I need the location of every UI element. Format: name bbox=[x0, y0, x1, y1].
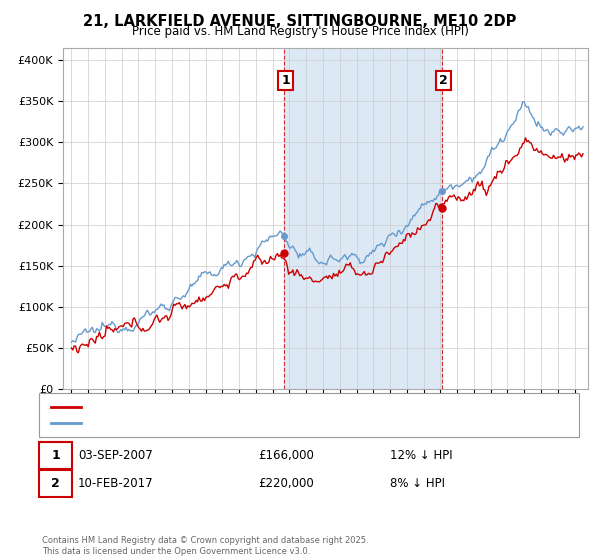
Text: Contains HM Land Registry data © Crown copyright and database right 2025.
This d: Contains HM Land Registry data © Crown c… bbox=[42, 536, 368, 556]
Text: 03-SEP-2007: 03-SEP-2007 bbox=[78, 449, 153, 463]
Text: 1: 1 bbox=[281, 74, 290, 87]
Text: 10-FEB-2017: 10-FEB-2017 bbox=[78, 477, 154, 491]
Text: £166,000: £166,000 bbox=[258, 449, 314, 463]
Text: HPI: Average price, semi-detached house, Swale: HPI: Average price, semi-detached house,… bbox=[87, 418, 340, 428]
Text: 1: 1 bbox=[51, 449, 60, 463]
Text: 2: 2 bbox=[439, 74, 448, 87]
Text: 2: 2 bbox=[51, 477, 60, 491]
Text: 12% ↓ HPI: 12% ↓ HPI bbox=[390, 449, 452, 463]
Text: Price paid vs. HM Land Registry's House Price Index (HPI): Price paid vs. HM Land Registry's House … bbox=[131, 25, 469, 38]
Text: 8% ↓ HPI: 8% ↓ HPI bbox=[390, 477, 445, 491]
Bar bbox=[284, 48, 442, 389]
Text: 21, LARKFIELD AVENUE, SITTINGBOURNE, ME10 2DP (semi-detached house): 21, LARKFIELD AVENUE, SITTINGBOURNE, ME1… bbox=[87, 402, 482, 412]
Text: 21, LARKFIELD AVENUE, SITTINGBOURNE, ME10 2DP: 21, LARKFIELD AVENUE, SITTINGBOURNE, ME1… bbox=[83, 14, 517, 29]
Text: £220,000: £220,000 bbox=[258, 477, 314, 491]
